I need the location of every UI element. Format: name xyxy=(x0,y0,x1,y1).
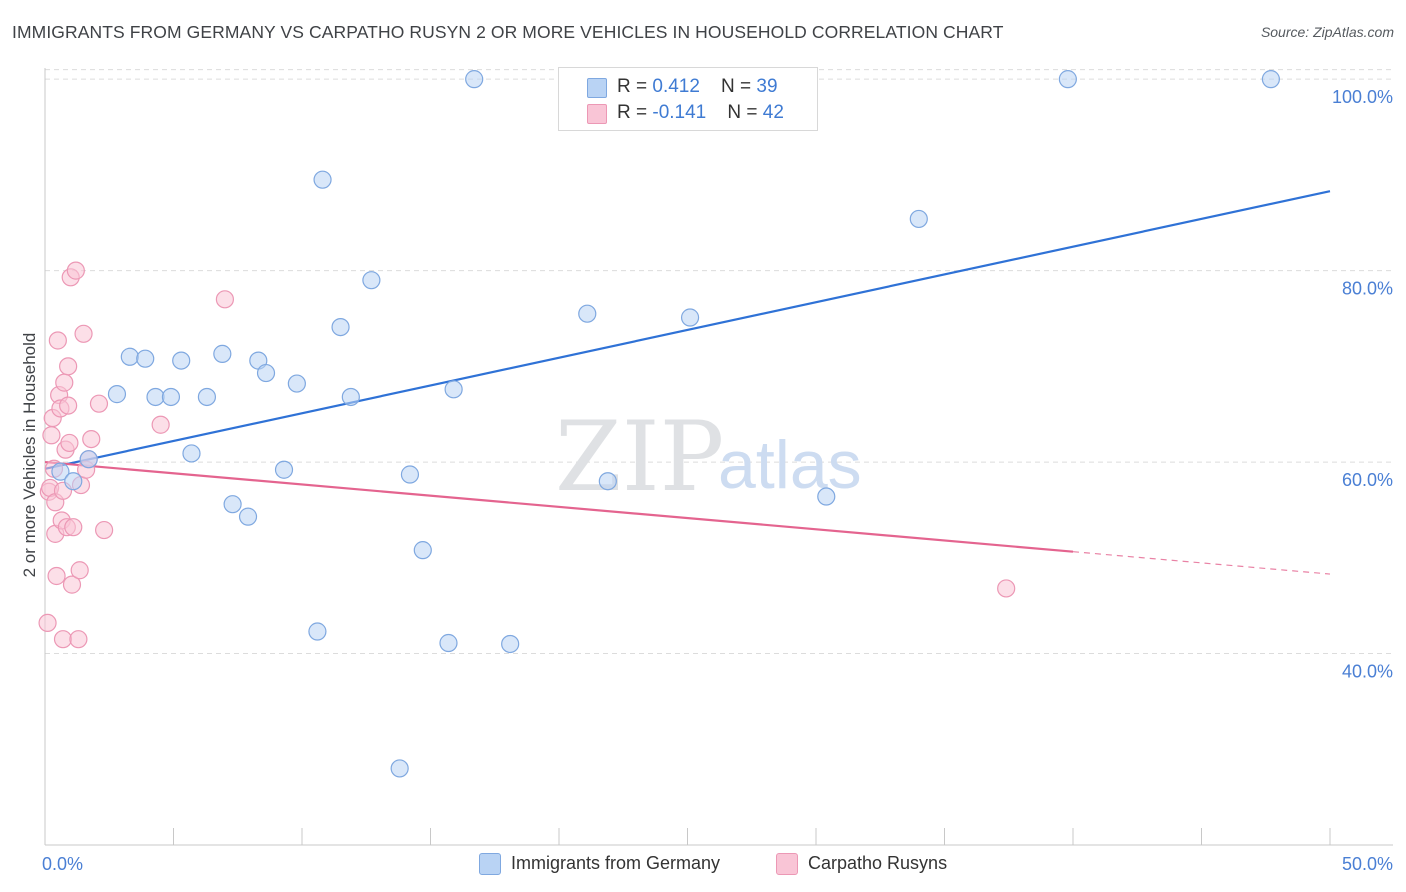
data-point-rusyn xyxy=(62,575,82,594)
data-point-germany xyxy=(1261,70,1280,89)
legend-r-value-rusyn: -0.141 xyxy=(652,102,707,123)
legend-r-value-germany: 0.412 xyxy=(652,76,700,97)
legend-r-label: R = xyxy=(617,102,653,123)
watermark: ZIP atlas xyxy=(555,401,862,513)
data-point-rusyn xyxy=(59,396,78,415)
data-point-germany xyxy=(136,349,155,368)
x-tick-label: 50.0% xyxy=(1342,854,1393,874)
data-point-germany xyxy=(578,304,597,323)
data-point-germany xyxy=(182,444,201,463)
data-point-germany xyxy=(501,634,520,654)
data-point-germany xyxy=(287,374,306,393)
bottom-legend-swatch-rusyn xyxy=(776,853,798,875)
data-point-rusyn xyxy=(997,579,1016,598)
data-point-germany xyxy=(308,622,327,641)
trend-lines xyxy=(44,190,1331,575)
trend-line-rusyn xyxy=(44,460,1074,553)
data-point-rusyn xyxy=(64,518,83,537)
data-point-rusyn xyxy=(215,290,234,309)
data-point-germany xyxy=(223,495,242,514)
data-point-rusyn xyxy=(82,429,101,449)
legend-r-label: R = xyxy=(617,76,653,97)
grid-lines xyxy=(45,69,1393,655)
data-point-germany xyxy=(465,70,484,89)
data-point-germany xyxy=(413,541,432,560)
data-points xyxy=(38,70,1280,778)
data-point-germany xyxy=(238,507,258,526)
bottom-legend-label-germany: Immigrants from Germany xyxy=(511,853,721,873)
legend-swatch-rusyn xyxy=(587,104,607,124)
data-point-rusyn xyxy=(38,613,57,633)
data-point-germany xyxy=(120,347,139,366)
data-point-germany xyxy=(390,759,409,778)
trend-line-extension-rusyn xyxy=(1072,551,1331,575)
data-point-germany xyxy=(1058,70,1077,89)
data-point-rusyn xyxy=(66,261,85,280)
data-point-germany xyxy=(909,209,928,229)
data-point-germany xyxy=(172,351,191,370)
data-point-germany xyxy=(362,271,381,290)
data-point-germany xyxy=(444,380,463,399)
data-point-rusyn xyxy=(55,373,74,392)
y-axis-title: 2 or more Vehicles in Household xyxy=(20,333,39,578)
legend-n-label: N = xyxy=(727,102,763,123)
axes xyxy=(44,68,1393,846)
data-point-rusyn xyxy=(42,426,61,445)
data-point-germany xyxy=(51,462,70,481)
trend-line-germany xyxy=(44,190,1331,470)
watermark-atlas: atlas xyxy=(718,427,862,503)
data-point-germany xyxy=(197,387,217,407)
data-point-germany xyxy=(161,387,181,407)
data-point-germany xyxy=(680,308,700,327)
data-point-germany xyxy=(79,450,98,469)
data-point-rusyn xyxy=(47,566,66,586)
data-point-germany xyxy=(341,387,360,407)
tick-labels: 40.0% 60.0% 80.0% 100.0% 0.0% 50.0% xyxy=(42,87,1393,874)
legend-n-value-germany: 39 xyxy=(756,76,778,97)
data-point-germany xyxy=(331,317,350,337)
data-point-rusyn xyxy=(70,561,89,580)
y-tick-label: 80.0% xyxy=(1342,279,1393,299)
data-point-rusyn xyxy=(59,357,78,376)
y-tick-label: 60.0% xyxy=(1342,470,1393,490)
data-point-germany xyxy=(817,487,836,506)
data-point-rusyn xyxy=(95,520,114,540)
data-point-germany xyxy=(146,387,165,407)
data-point-germany xyxy=(274,460,294,479)
data-point-germany xyxy=(313,170,332,189)
stats-legend: R = 0.412 N = 39 R = -0.141 N = 42 xyxy=(558,67,818,131)
data-point-germany xyxy=(439,633,458,653)
source-credit: Source: ZipAtlas.com xyxy=(1260,24,1394,40)
chart-title: IMMIGRANTS FROM GERMANY VS CARPATHO RUSY… xyxy=(12,22,1004,42)
data-point-germany xyxy=(107,385,127,404)
data-point-rusyn xyxy=(69,630,88,649)
data-point-rusyn xyxy=(48,331,67,350)
data-point-germany xyxy=(64,472,83,491)
data-point-germany xyxy=(213,344,232,363)
data-point-germany xyxy=(598,472,617,491)
data-point-rusyn xyxy=(53,630,73,649)
legend-swatch-germany xyxy=(587,78,607,98)
legend-n-label: N = xyxy=(721,76,757,97)
legend-n-value-rusyn: 42 xyxy=(762,102,784,123)
data-point-germany xyxy=(400,465,420,484)
bottom-legend-swatch-germany xyxy=(479,853,501,875)
bottom-legend-label-rusyn: Carpatho Rusyns xyxy=(808,853,948,873)
data-point-rusyn xyxy=(151,415,170,434)
data-point-rusyn xyxy=(89,394,109,413)
data-point-germany xyxy=(256,363,276,383)
x-tick-label: 0.0% xyxy=(42,854,83,874)
data-point-rusyn xyxy=(60,433,79,453)
data-point-rusyn xyxy=(74,324,93,343)
y-tick-label: 100.0% xyxy=(1332,87,1393,107)
y-tick-label: 40.0% xyxy=(1342,662,1393,682)
watermark-zip: ZIP xyxy=(555,401,724,513)
